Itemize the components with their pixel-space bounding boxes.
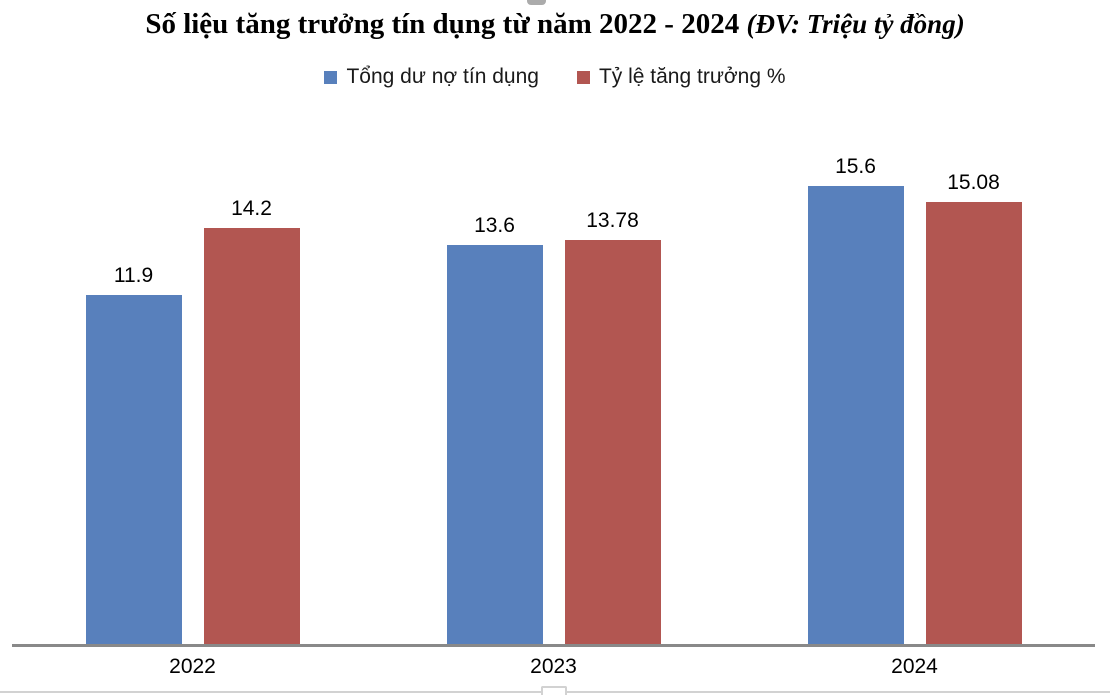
x-axis-label-2023: 2023: [530, 655, 577, 678]
bar-2023-series2[interactable]: [564, 240, 661, 645]
chart-title: Số liệu tăng trưởng tín dụng từ năm 2022…: [0, 8, 1110, 41]
bar-col-2023-series1: 13.6: [446, 214, 543, 645]
bar-col-2022-series2: 14.2: [203, 197, 300, 645]
x-axis-label-2022: 2022: [169, 655, 216, 678]
data-label: 14.2: [231, 197, 272, 220]
bar-group-2024: 15.6 15.08: [807, 155, 1022, 645]
data-label: 13.78: [586, 209, 639, 232]
bar-col-2024-series1: 15.6: [807, 155, 904, 645]
bar-2022-series2[interactable]: [203, 228, 300, 645]
data-label: 15.6: [835, 155, 876, 178]
x-axis-label-2024: 2024: [891, 655, 938, 678]
chart-title-text: Số liệu tăng trưởng tín dụng từ năm 2022…: [145, 8, 740, 40]
legend-item-2[interactable]: Tỷ lệ tăng trưởng %: [576, 65, 786, 89]
bar-group-2023: 13.6 13.78: [446, 209, 661, 645]
bar-2024-series2[interactable]: [925, 202, 1022, 645]
data-label: 13.6: [474, 214, 515, 237]
bar-col-2023-series2: 13.78: [564, 209, 661, 645]
bar-group-2022: 11.9 14.2: [85, 197, 300, 645]
legend-swatch-icon: [576, 70, 590, 84]
bottom-tab-handle[interactable]: [541, 686, 567, 695]
bar-2024-series1[interactable]: [807, 186, 904, 645]
data-label: 11.9: [113, 264, 154, 287]
legend-label: Tỷ lệ tăng trưởng %: [598, 65, 786, 88]
bar-groups: 11.9 14.2 13.6 13.78 15.6 15.08: [12, 110, 1095, 645]
window-notch: [527, 0, 546, 5]
bar-col-2024-series2: 15.08: [925, 171, 1022, 645]
legend-label: Tổng dư nợ tín dụng: [346, 65, 539, 88]
plot-area: 11.9 14.2 13.6 13.78 15.6 15.08: [12, 110, 1095, 647]
x-axis-labels: 2022 2023 2024: [12, 655, 1095, 679]
data-label: 15.08: [947, 171, 1000, 194]
bar-2023-series1[interactable]: [446, 245, 543, 645]
legend-item-1[interactable]: Tổng dư nợ tín dụng: [324, 65, 539, 89]
bar-2022-series1[interactable]: [85, 295, 182, 645]
bar-col-2022-series1: 11.9: [85, 264, 182, 645]
chart-legend: Tổng dư nợ tín dụng Tỷ lệ tăng trưởng %: [0, 65, 1110, 89]
x-axis-line: [12, 644, 1095, 647]
chart-title-unit-note: (ĐV: Triệu tỷ đồng): [746, 9, 965, 39]
legend-swatch-icon: [324, 70, 338, 84]
